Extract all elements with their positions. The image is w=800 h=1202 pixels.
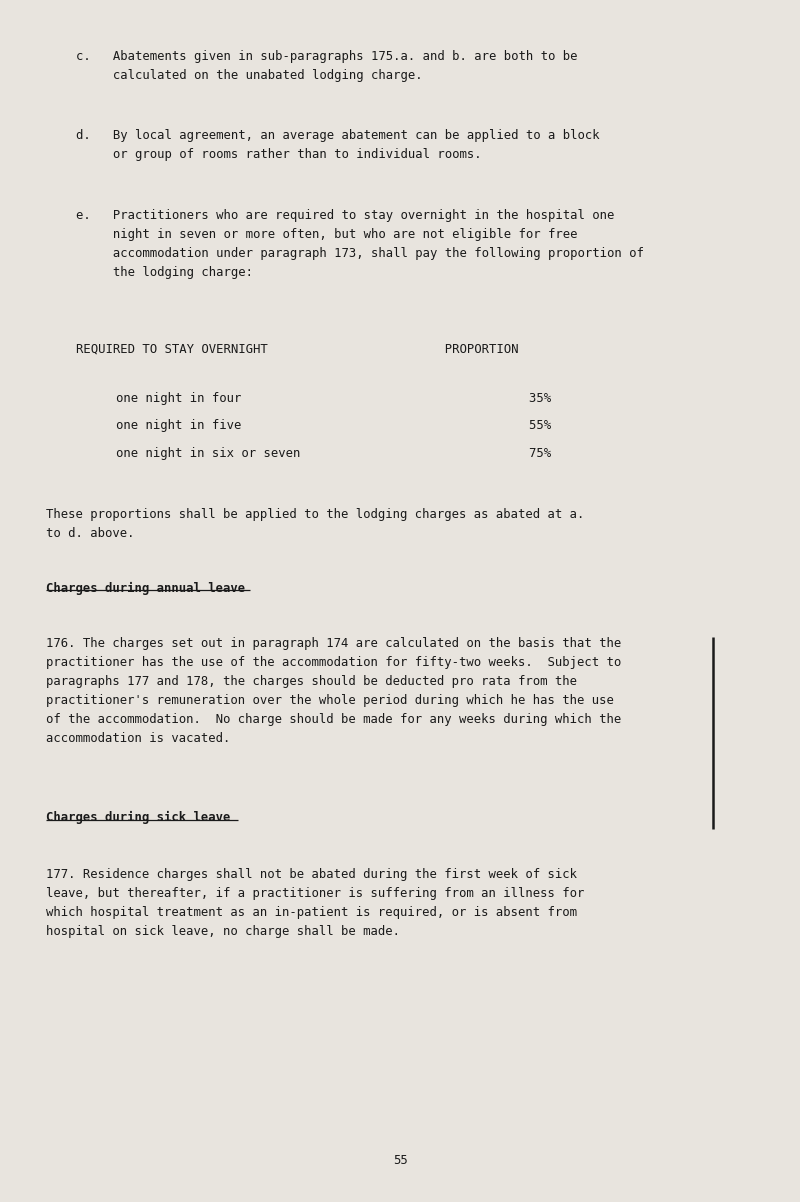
Text: These proportions shall be applied to the lodging charges as abated at a.
to d. : These proportions shall be applied to th… <box>46 508 585 541</box>
Text: 55: 55 <box>393 1154 407 1167</box>
Text: one night in four                                       35%: one night in four 35% <box>116 392 551 405</box>
Text: REQUIRED TO STAY OVERNIGHT                        PROPORTION: REQUIRED TO STAY OVERNIGHT PROPORTION <box>76 343 518 356</box>
Text: e.   Practitioners who are required to stay overnight in the hospital one
     n: e. Practitioners who are required to sta… <box>76 209 644 279</box>
Text: d.   By local agreement, an average abatement can be applied to a block
     or : d. By local agreement, an average abatem… <box>76 129 600 161</box>
Text: Charges during sick leave: Charges during sick leave <box>46 811 230 825</box>
Text: 176. The charges set out in paragraph 174 are calculated on the basis that the
p: 176. The charges set out in paragraph 17… <box>46 637 622 745</box>
Text: one night in six or seven                               75%: one night in six or seven 75% <box>116 447 551 460</box>
Text: Charges during annual leave: Charges during annual leave <box>46 582 246 595</box>
Text: 177. Residence charges shall not be abated during the first week of sick
leave, : 177. Residence charges shall not be abat… <box>46 868 585 938</box>
Text: one night in five                                       55%: one night in five 55% <box>116 419 551 433</box>
Text: c.   Abatements given in sub-paragraphs 175.a. and b. are both to be
     calcul: c. Abatements given in sub-paragraphs 17… <box>76 50 578 83</box>
